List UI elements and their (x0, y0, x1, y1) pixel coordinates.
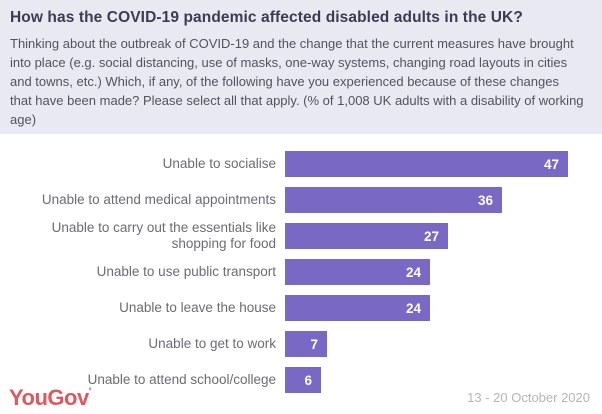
bar-chart: Unable to socialise 47 Unable to attend … (0, 140, 602, 398)
bar: 27 (285, 223, 448, 249)
category-label: Unable to carry out the essentials like … (51, 219, 276, 251)
bar: 7 (285, 331, 327, 357)
bar: 6 (285, 367, 321, 393)
bar-value-label: 24 (405, 300, 421, 316)
yougov-logo: YouGov' (9, 385, 91, 411)
bar-value-label: 6 (304, 372, 312, 388)
fieldwork-dates: 13 - 20 October 2020 (467, 390, 590, 405)
chart-row: Unable to use public transport 24 (0, 254, 602, 290)
bar: 47 (285, 151, 568, 177)
category-label: Unable to use public transport (96, 263, 276, 279)
bar-value-label: 27 (423, 228, 439, 244)
category-label: Unable to attend school/college (87, 371, 276, 387)
category-label: Unable to attend medical appointments (41, 191, 276, 207)
chart-title: How has the COVID-19 pandemic affected d… (10, 9, 523, 26)
category-label: Unable to socialise (162, 155, 276, 171)
yougov-logo-text: YouGov (9, 385, 89, 410)
chart-row: Unable to get to work 7 (0, 326, 602, 362)
chart-row: Unable to leave the house 24 (0, 290, 602, 326)
chart-row: Unable to socialise 47 (0, 146, 602, 182)
chart-row: Unable to attend medical appointments 36 (0, 182, 602, 218)
bar-value-label: 47 (543, 156, 559, 172)
category-label: Unable to leave the house (119, 299, 276, 315)
bar: 24 (285, 295, 430, 321)
bar-value-label: 36 (477, 192, 493, 208)
chart-row: Unable to attend school/college 6 (0, 362, 602, 398)
yougov-logo-mark: ' (88, 386, 92, 398)
chart-header: How has the COVID-19 pandemic affected d… (0, 0, 602, 134)
bar: 36 (285, 187, 502, 213)
bar-value-label: 24 (405, 264, 421, 280)
chart-subtitle: Thinking about the outbreak of COVID-19 … (10, 36, 584, 127)
chart-row: Unable to carry out the essentials like … (0, 218, 602, 254)
bar: 24 (285, 259, 430, 285)
bar-value-label: 7 (310, 336, 318, 352)
category-label: Unable to get to work (148, 335, 276, 351)
